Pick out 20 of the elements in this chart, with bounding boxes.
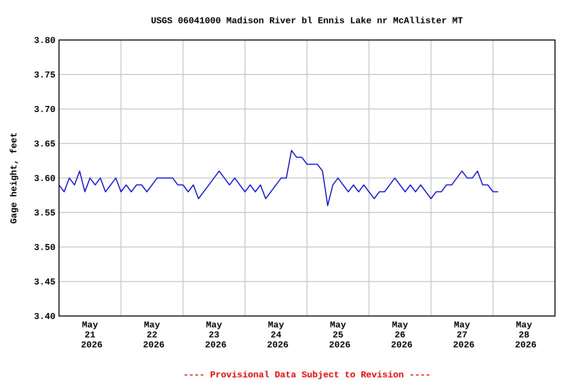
y-tick-label: 3.75 <box>34 71 56 78</box>
x-tick-label: May 21 2026 <box>82 322 102 348</box>
y-tick-label: 3.65 <box>34 140 56 147</box>
y-tick-label: 3.55 <box>34 209 56 216</box>
chart-title: USGS 06041000 Madison River bl Ennis Lake nr McAllister MT <box>152 16 463 24</box>
x-tick-label: May 27 2026 <box>454 322 474 348</box>
y-axis-title: Gage height, feet <box>10 133 18 224</box>
y-tick-label: 3.60 <box>34 174 55 182</box>
x-tick-label: May 24 2026 <box>268 322 288 348</box>
x-tick-label: May 25 2026 <box>330 322 350 348</box>
x-tick-label: May 26 2026 <box>392 322 412 348</box>
y-tick-label: 3.80 <box>34 36 55 44</box>
y-tick-label: 3.40 <box>34 312 55 320</box>
y-tick-label: 3.50 <box>34 244 55 250</box>
x-tick-label: May 23 2026 <box>206 322 226 348</box>
y-tick-label: 3.45 <box>34 278 56 285</box>
text: ---- Provisional Data Subject to Revision ---- <box>184 370 430 380</box>
x-tick-label: May 28 2026 <box>516 322 536 348</box>
y-tick-label: 3.70 <box>34 106 55 112</box>
x-tick-label: May 22 2026 <box>144 322 164 348</box>
